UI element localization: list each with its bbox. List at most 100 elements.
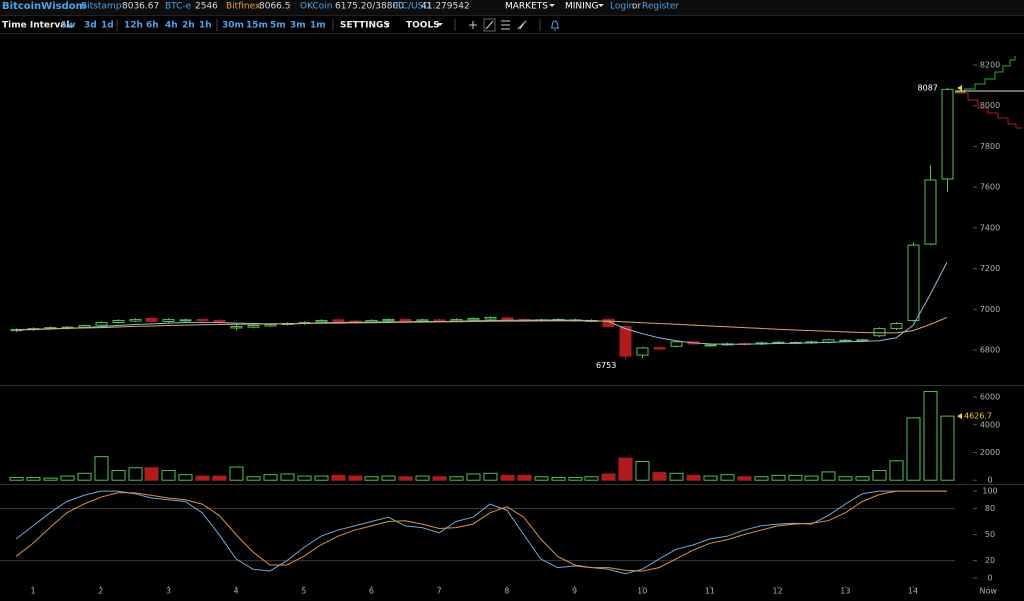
volume-bar [111, 470, 126, 481]
volume-bar [60, 475, 75, 481]
market-name[interactable]: OKCoin [300, 2, 333, 12]
interval-button[interactable]: 2h [182, 21, 195, 31]
toolbar-separators [116, 19, 541, 31]
volume-bar [263, 474, 278, 481]
volume-bar [517, 474, 532, 481]
candle-body [179, 319, 192, 322]
volume-bar [466, 473, 481, 481]
interval-group: 1w 3d 1d 12h 6h 4h 2h 1h 30m 15m 5m 3m 1m [61, 21, 326, 31]
candle-body [670, 341, 683, 347]
volume-bar [720, 474, 735, 481]
volume-bar [280, 473, 295, 481]
interval-button[interactable]: 1m [310, 21, 326, 31]
interval-button[interactable]: 1h [199, 21, 212, 31]
y-tick-label: 0 [987, 476, 992, 485]
market-price: 2546 [195, 2, 218, 12]
interval-button[interactable]: 5m [270, 21, 286, 31]
depth-bids [955, 56, 1016, 93]
crosshair-icon[interactable] [469, 21, 477, 29]
candle-body [924, 179, 937, 245]
register-link[interactable]: Register [642, 2, 679, 12]
x-tick-label: 8 [504, 587, 509, 596]
volume-bar [754, 476, 769, 481]
y-tick-label: 7400 [980, 223, 1000, 232]
candle-body [247, 325, 260, 328]
y-tick-label: 0 [987, 574, 992, 583]
line-icon [485, 20, 494, 30]
market-name[interactable]: LTC/USD [393, 2, 430, 12]
candle-body [907, 244, 920, 321]
candle-body [332, 319, 345, 322]
candle-body [501, 317, 514, 320]
settings-menu[interactable]: SETTINGS [340, 21, 390, 31]
y-tick-label: 7600 [980, 183, 1000, 192]
y-tick-label: 6000 [980, 393, 1000, 402]
stochastic-line [15, 490, 947, 572]
alert-icon[interactable] [551, 20, 559, 31]
candle-body [602, 318, 615, 328]
volume-bar [348, 475, 363, 481]
interval-button[interactable]: 1d [101, 21, 114, 31]
volume-bar [821, 471, 836, 481]
y-tick-label: 20 [985, 556, 995, 565]
volume-bar [297, 475, 312, 481]
volume-bar [246, 476, 261, 481]
candle-body [129, 318, 142, 322]
interval-button[interactable]: 4h [165, 21, 178, 31]
volume-bar [229, 466, 244, 481]
volume-bar [906, 417, 921, 481]
line-tool-box[interactable] [483, 18, 496, 32]
x-tick-label: 13 [840, 587, 850, 596]
volume-bar [432, 476, 447, 481]
volume-bar [9, 476, 24, 481]
y-tick-label: 8000 [980, 101, 1000, 110]
market-name[interactable]: Bitfinex [226, 2, 261, 12]
volume-bar [568, 476, 583, 481]
menu-item[interactable]: MARKETS [505, 2, 548, 12]
x-tick-label: 10 [637, 587, 647, 596]
candle-body [619, 326, 632, 357]
interval-button[interactable]: 3m [290, 21, 306, 31]
hline-icon[interactable] [501, 20, 510, 30]
tool-icons [469, 18, 559, 32]
interval-button[interactable]: 6h [146, 21, 159, 31]
candle-body [839, 339, 852, 342]
volume-bar [43, 477, 58, 481]
candle-body [653, 347, 666, 350]
candle-body [264, 324, 277, 327]
fib-icon[interactable] [517, 20, 527, 30]
dropdown-caret [437, 23, 443, 26]
login-link[interactable]: Login [610, 2, 634, 12]
logo[interactable]: BitcoinWisdom [2, 1, 86, 12]
x-tick-label: 14 [908, 587, 918, 596]
candle-body [856, 339, 869, 342]
interval-button[interactable]: 15m [246, 21, 268, 31]
interval-button[interactable]: 12h [124, 21, 143, 31]
volume-bar [872, 470, 887, 481]
tools-menu[interactable]: TOOLS [406, 21, 440, 31]
volume-bar [398, 476, 413, 481]
y-tick-label: 8200 [980, 60, 1000, 69]
volume-bar [381, 475, 396, 481]
x-tick-label: Now [979, 587, 997, 596]
market-name[interactable]: Bitstamp [81, 2, 122, 12]
y-tick-label: 80 [985, 504, 995, 513]
market-price: 8036.67 [122, 2, 159, 12]
volume-bar [500, 474, 515, 481]
candle-body [382, 318, 395, 322]
volume-bar [618, 457, 633, 481]
last-volume-marker [957, 413, 962, 420]
menu-item[interactable]: MINING [565, 2, 599, 12]
interval-button[interactable]: 30m [222, 21, 244, 31]
candle-body [941, 88, 954, 180]
y-tick-label: 2000 [980, 448, 1000, 457]
market-price: 41.279542 [421, 2, 470, 12]
y-tick-label: 7800 [980, 142, 1000, 151]
volume-bar [788, 474, 803, 481]
market-name[interactable]: BTC-e [165, 2, 192, 12]
volume-bar [128, 467, 143, 481]
interval-button[interactable]: 1w [61, 21, 76, 31]
volume-bar [686, 474, 701, 481]
interval-button[interactable]: 3d [84, 21, 97, 31]
